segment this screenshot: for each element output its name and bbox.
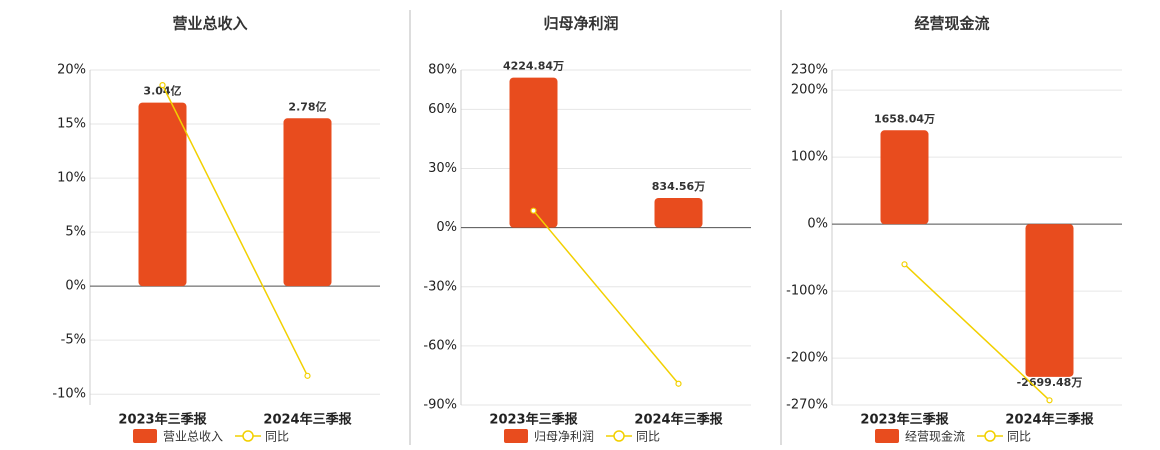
y-tick-label: 0%	[436, 220, 457, 235]
x-tick-label: 2023年三季报	[860, 412, 949, 428]
bar	[509, 77, 558, 228]
value-label: 1658.04万	[874, 112, 935, 125]
legend-label: 归母净利润	[534, 430, 594, 444]
x-tick-label: 2024年三季报	[263, 412, 352, 428]
line-point	[675, 380, 682, 387]
y-tick-label: -100%	[786, 284, 828, 299]
line-point	[304, 372, 311, 379]
legend-swatch	[242, 430, 254, 442]
bar	[1025, 224, 1074, 377]
y-tick-label: -270%	[786, 398, 828, 413]
y-tick-label: 15%	[57, 117, 86, 132]
bar	[654, 198, 703, 228]
line-point	[901, 261, 908, 268]
legend-swatch	[133, 429, 157, 443]
bar	[283, 118, 332, 287]
legend-swatch	[875, 429, 899, 443]
line	[532, 210, 680, 385]
chart-title: 归母净利润	[543, 15, 618, 33]
legend-swatch	[613, 430, 625, 442]
y-tick-label: -5%	[61, 333, 86, 348]
value-label: 3.04亿	[143, 84, 181, 98]
line	[903, 263, 1051, 401]
y-tick-label: 10%	[57, 171, 86, 186]
line-point	[530, 207, 537, 214]
y-tick-label: 0%	[807, 217, 828, 232]
x-tick-label: 2024年三季报	[634, 412, 723, 428]
y-tick-label: 80%	[428, 63, 457, 78]
chart-title: 营业总收入	[172, 15, 247, 33]
line-point	[159, 82, 166, 89]
y-tick-label: -90%	[423, 398, 457, 413]
legend-label: 营业总收入	[163, 430, 223, 444]
y-tick-label: -10%	[52, 387, 86, 402]
value-label: 2.78亿	[288, 99, 326, 113]
bar	[880, 130, 929, 225]
y-tick-label: -60%	[423, 338, 457, 353]
legend-label: 经营现金流	[905, 429, 965, 444]
value-label: 4224.84万	[503, 60, 564, 73]
y-tick-label: 200%	[791, 83, 828, 98]
chart-title: 经营现金流	[914, 15, 989, 33]
value-label: 834.56万	[652, 180, 705, 193]
legend-swatch	[504, 429, 528, 443]
legend-label: 同比	[636, 430, 660, 444]
x-tick-label: 2023年三季报	[489, 412, 578, 428]
bar	[138, 102, 187, 287]
y-tick-label: 5%	[65, 225, 86, 240]
y-tick-label: -200%	[786, 351, 828, 366]
y-tick-label: 0%	[65, 279, 86, 294]
x-tick-label: 2023年三季报	[118, 412, 207, 428]
y-tick-label: -30%	[423, 279, 457, 294]
legend-label: 同比	[1007, 430, 1031, 444]
x-tick-label: 2024年三季报	[1005, 412, 1094, 428]
line-point	[1046, 397, 1053, 404]
line	[161, 84, 309, 377]
y-tick-label: 20%	[57, 63, 86, 78]
y-tick-label: 60%	[428, 102, 457, 117]
y-tick-label: 100%	[791, 150, 828, 165]
legend-swatch	[984, 430, 996, 442]
legend-label: 同比	[265, 430, 289, 444]
y-tick-label: 30%	[428, 161, 457, 176]
y-tick-label: 230%	[791, 63, 828, 78]
